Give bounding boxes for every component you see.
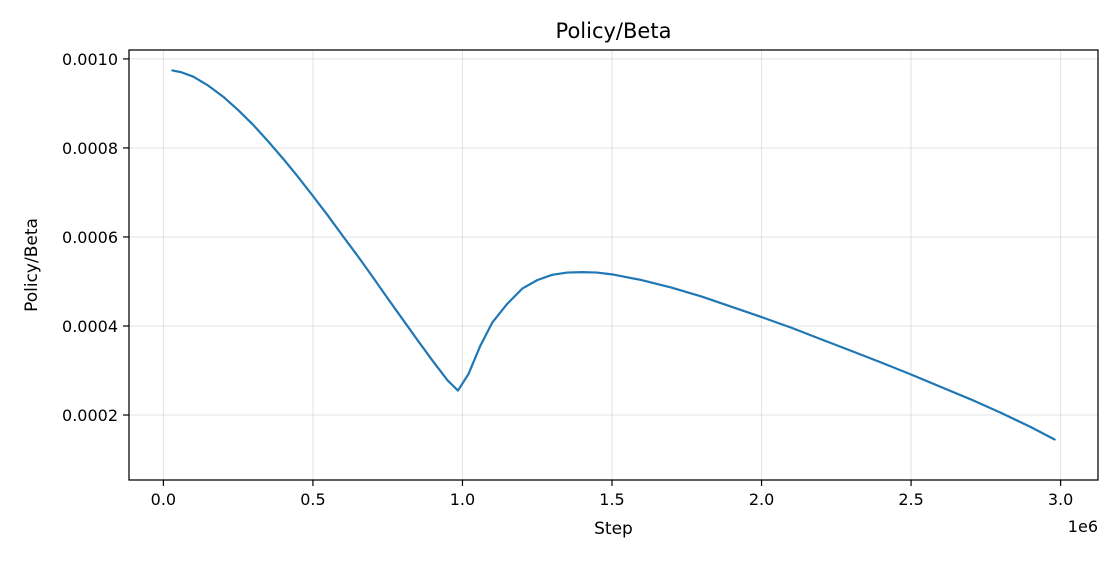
- y-tick-label: 0.0002: [62, 406, 118, 425]
- x-axis-offset-label: 1e6: [1068, 517, 1098, 536]
- x-tick-label: 0.0: [151, 490, 176, 509]
- y-tick-label: 0.0010: [62, 50, 118, 69]
- x-tick-label: 1.0: [450, 490, 475, 509]
- x-tick-label: 2.5: [898, 490, 923, 509]
- y-tick-label: 0.0006: [62, 228, 118, 247]
- x-tick-label: 2.0: [749, 490, 774, 509]
- series-layer: [171, 69, 1056, 441]
- axes-frame: [128, 49, 1099, 481]
- tick-layer: 0.0 0.5 1.0 1.5 2.0 2.5 3.0 0.0002 0.0004 0.0006 0…: [62, 50, 1073, 509]
- x-tick-label: 3.0: [1048, 490, 1073, 509]
- x-axis-label: Step: [594, 519, 633, 539]
- grid-layer: [129, 50, 1098, 480]
- chart-title: Policy/Beta: [556, 19, 672, 43]
- x-tick-label: 1.5: [599, 490, 624, 509]
- y-axis-label: Policy/Beta: [22, 218, 42, 312]
- y-tick-label: 0.0004: [62, 317, 118, 336]
- y-tick-label: 0.0008: [62, 139, 118, 158]
- series-line: [171, 69, 1056, 441]
- x-tick-label: 0.5: [300, 490, 325, 509]
